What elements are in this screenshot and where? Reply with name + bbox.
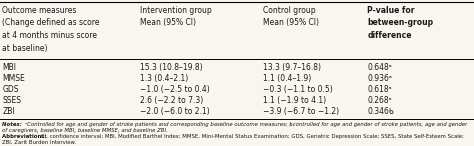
Text: Mean (95% CI): Mean (95% CI) <box>140 18 196 27</box>
Text: Notes:: Notes: <box>2 122 24 127</box>
Text: −1.0 (−2.5 to 0.4): −1.0 (−2.5 to 0.4) <box>140 85 210 94</box>
Text: Mean (95% CI): Mean (95% CI) <box>263 18 319 27</box>
Text: Abbreviations:: Abbreviations: <box>2 134 49 139</box>
Text: 1.3 (0.4–2.1): 1.3 (0.4–2.1) <box>140 74 188 83</box>
Text: MBI: MBI <box>2 63 17 72</box>
Text: 15.3 (10.8–19.8): 15.3 (10.8–19.8) <box>140 63 202 72</box>
Text: between-group: between-group <box>367 18 434 27</box>
Text: 2.6 (−2.2 to 7.3): 2.6 (−2.2 to 7.3) <box>140 96 203 105</box>
Text: −3.9 (−6.7 to −1.2): −3.9 (−6.7 to −1.2) <box>263 107 339 116</box>
Text: 0.648ᵃ: 0.648ᵃ <box>367 63 392 72</box>
Text: P-value for: P-value for <box>367 6 415 15</box>
Text: Control group: Control group <box>263 6 316 15</box>
Text: 0.936ᵃ: 0.936ᵃ <box>367 74 392 83</box>
Text: 13.3 (9.7–16.8): 13.3 (9.7–16.8) <box>263 63 321 72</box>
Text: ZBI, Zarit Burden Interview.: ZBI, Zarit Burden Interview. <box>2 140 76 145</box>
Text: 1.1 (−1.9 to 4.1): 1.1 (−1.9 to 4.1) <box>263 96 326 105</box>
Text: difference: difference <box>367 31 412 40</box>
Text: Outcome measures: Outcome measures <box>2 6 77 15</box>
Text: 0.346ᑲ: 0.346ᑲ <box>367 107 394 116</box>
Text: GDS: GDS <box>2 85 19 94</box>
Text: 1.1 (0.4–1.9): 1.1 (0.4–1.9) <box>263 74 311 83</box>
Text: CI, confidence interval; MBI, Modified Barthel Index; MMSE, Mini-Mental Status E: CI, confidence interval; MBI, Modified B… <box>41 134 464 139</box>
Text: 0.618ᵃ: 0.618ᵃ <box>367 85 392 94</box>
Text: MMSE: MMSE <box>2 74 25 83</box>
Text: at baseline): at baseline) <box>2 44 48 53</box>
Text: of caregivers, baseline MBI, baseline MMSE, and baseline ZBI.: of caregivers, baseline MBI, baseline MM… <box>2 128 168 133</box>
Text: SSES: SSES <box>2 96 21 105</box>
Text: at 4 months minus score: at 4 months minus score <box>2 31 97 40</box>
Text: −0.3 (−1.1 to 0.5): −0.3 (−1.1 to 0.5) <box>263 85 333 94</box>
Text: ᵃControlled for age and gender of stroke patients and corresponding baseline out: ᵃControlled for age and gender of stroke… <box>25 122 467 127</box>
Text: −2.0 (−6.0 to 2.1): −2.0 (−6.0 to 2.1) <box>140 107 210 116</box>
Text: 0.268ᵃ: 0.268ᵃ <box>367 96 392 105</box>
Text: Intervention group: Intervention group <box>140 6 211 15</box>
Text: ZBI: ZBI <box>2 107 15 116</box>
Text: (Change defined as score: (Change defined as score <box>2 18 100 27</box>
